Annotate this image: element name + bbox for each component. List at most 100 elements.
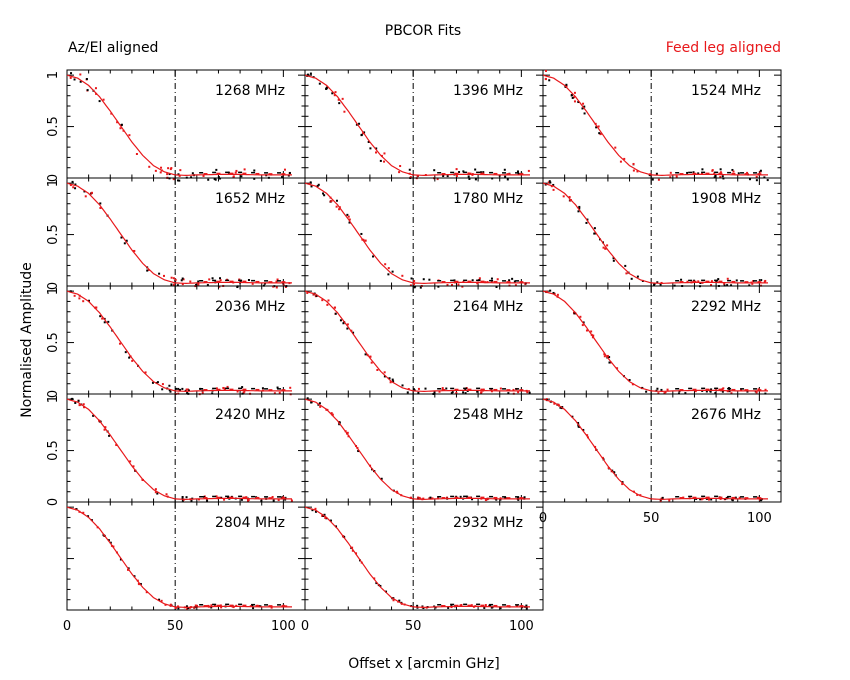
- azel-point: [577, 421, 580, 424]
- azel-point: [447, 606, 450, 609]
- azel-point: [175, 387, 178, 390]
- feedleg-point: [636, 493, 639, 496]
- feedleg-point: [732, 170, 735, 173]
- azel-point: [178, 388, 181, 391]
- azel-point: [239, 280, 242, 283]
- azel-point: [499, 498, 502, 501]
- azel-point: [428, 278, 431, 281]
- azel-point: [471, 498, 474, 501]
- azel-point: [284, 498, 287, 501]
- azel-point: [220, 496, 223, 499]
- azel-point: [713, 176, 716, 179]
- panel-frame: [542, 393, 782, 503]
- legend-feedleg: Feed leg aligned: [666, 40, 781, 56]
- feedleg-point: [247, 498, 250, 501]
- panel-frequency-label: 1268 MHz: [215, 83, 285, 99]
- azel-point: [367, 140, 370, 143]
- azel-point: [746, 390, 749, 393]
- azel-point: [548, 180, 551, 183]
- feedleg-point: [331, 413, 334, 416]
- feedleg-point: [657, 178, 660, 181]
- feedleg-point: [713, 172, 716, 175]
- y-tick-label: 0: [46, 282, 61, 290]
- azel-point: [686, 171, 689, 174]
- azel-point: [185, 496, 188, 499]
- azel-point: [459, 495, 462, 498]
- azel-point: [85, 78, 88, 81]
- feedleg-point: [341, 97, 344, 100]
- azel-point: [92, 414, 95, 417]
- azel-point: [253, 177, 256, 180]
- azel-point: [721, 175, 724, 178]
- panel: 2548 MHz: [304, 393, 544, 503]
- feedleg-point: [496, 278, 499, 281]
- feedleg-point: [723, 282, 726, 285]
- azel-point: [83, 190, 86, 193]
- feedleg-point: [398, 171, 401, 174]
- feedleg-point: [632, 169, 635, 172]
- feedleg-point: [738, 496, 741, 499]
- panel: 1780 MHz: [304, 177, 544, 289]
- azel-point: [74, 401, 77, 404]
- azel-point: [464, 388, 467, 391]
- azel-point: [699, 282, 702, 285]
- azel-point: [699, 498, 702, 501]
- feedleg-point: [697, 280, 700, 283]
- azel-point: [158, 598, 161, 601]
- feedleg-point: [154, 491, 157, 494]
- feedleg-point: [413, 283, 416, 286]
- azel-point: [528, 391, 531, 394]
- azel-point: [259, 605, 262, 608]
- feedleg-point: [585, 329, 588, 332]
- feedleg-point: [383, 160, 386, 163]
- feedleg-point: [232, 175, 235, 178]
- feedleg-point: [147, 268, 150, 271]
- fit-curve: [304, 74, 530, 177]
- fit-curve: [66, 506, 292, 609]
- azel-point: [401, 384, 404, 387]
- azel-point: [355, 123, 358, 126]
- azel-point: [578, 205, 581, 208]
- feedleg-point: [207, 604, 210, 607]
- azel-point: [585, 221, 588, 224]
- azel-point: [598, 132, 601, 135]
- feedleg-point: [94, 87, 97, 90]
- feedleg-point: [751, 282, 754, 285]
- feedleg-point: [668, 499, 671, 502]
- azel-point: [252, 607, 255, 610]
- azel-point: [476, 390, 479, 393]
- feedleg-point: [364, 239, 367, 242]
- feedleg-point: [759, 170, 762, 173]
- x-tick-label: 100: [747, 511, 772, 526]
- azel-point: [458, 171, 461, 174]
- fit-curve: [304, 290, 530, 393]
- azel-point: [391, 378, 394, 381]
- azel-point: [363, 131, 366, 134]
- x-tick-label: 50: [405, 619, 422, 634]
- azel-point: [325, 517, 328, 520]
- feedleg-point: [219, 604, 222, 607]
- feedleg-point: [319, 405, 322, 408]
- panel: 0 0.5 1 1268 MHz: [46, 69, 306, 182]
- azel-point: [375, 147, 378, 150]
- feedleg-point: [764, 279, 767, 282]
- azel-point: [561, 406, 564, 409]
- azel-point: [495, 498, 498, 501]
- feedleg-point: [552, 188, 555, 191]
- feedleg-point: [755, 175, 758, 178]
- azel-point: [156, 381, 159, 384]
- azel-point: [503, 168, 506, 171]
- azel-point: [755, 179, 758, 182]
- feedleg-point: [544, 69, 547, 72]
- feedleg-point: [544, 77, 547, 80]
- feedleg-point: [499, 497, 502, 500]
- panel: 2292 MHz: [542, 285, 782, 395]
- feedleg-point: [330, 200, 333, 203]
- feedleg-point: [154, 488, 157, 491]
- feedleg-point: [740, 389, 743, 392]
- feedleg-point: [334, 91, 337, 94]
- azel-point: [176, 179, 179, 182]
- feedleg-point: [527, 169, 530, 172]
- azel-point: [240, 175, 243, 178]
- feedleg-point: [599, 132, 602, 135]
